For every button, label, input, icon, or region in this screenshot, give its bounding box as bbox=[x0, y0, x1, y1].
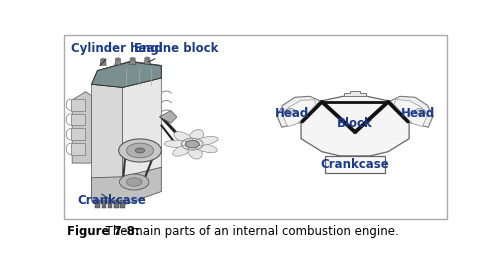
Text: Block: Block bbox=[337, 117, 373, 130]
Polygon shape bbox=[189, 129, 204, 143]
Bar bbox=[108, 200, 112, 208]
Polygon shape bbox=[100, 60, 106, 65]
Polygon shape bbox=[174, 131, 193, 144]
Circle shape bbox=[130, 57, 136, 60]
Text: Engine block: Engine block bbox=[134, 42, 218, 62]
FancyBboxPatch shape bbox=[64, 35, 448, 219]
Polygon shape bbox=[92, 62, 162, 87]
Circle shape bbox=[120, 174, 149, 190]
Circle shape bbox=[136, 148, 144, 153]
Circle shape bbox=[126, 178, 142, 186]
Polygon shape bbox=[172, 144, 193, 156]
Polygon shape bbox=[394, 100, 427, 127]
Polygon shape bbox=[301, 96, 409, 156]
Text: Crankcase: Crankcase bbox=[77, 194, 146, 207]
Polygon shape bbox=[92, 167, 162, 204]
Circle shape bbox=[100, 58, 106, 61]
Bar bbox=[114, 200, 118, 208]
Polygon shape bbox=[92, 84, 122, 179]
Text: The main parts of an internal combustion engine.: The main parts of an internal combustion… bbox=[98, 225, 399, 238]
Polygon shape bbox=[71, 143, 85, 155]
Circle shape bbox=[115, 58, 120, 61]
Polygon shape bbox=[72, 92, 92, 163]
Bar bbox=[120, 200, 125, 208]
Polygon shape bbox=[188, 145, 202, 159]
Polygon shape bbox=[122, 78, 162, 178]
Circle shape bbox=[417, 110, 423, 113]
Bar bbox=[96, 200, 100, 208]
Polygon shape bbox=[344, 91, 366, 96]
Polygon shape bbox=[92, 61, 162, 87]
Text: Head: Head bbox=[275, 107, 309, 120]
Polygon shape bbox=[115, 60, 121, 65]
Text: Head: Head bbox=[401, 107, 436, 120]
Polygon shape bbox=[160, 111, 177, 123]
Polygon shape bbox=[71, 114, 85, 125]
Polygon shape bbox=[71, 99, 85, 111]
Text: Crankcase: Crankcase bbox=[320, 158, 390, 171]
FancyBboxPatch shape bbox=[325, 156, 385, 173]
Polygon shape bbox=[283, 100, 316, 127]
Polygon shape bbox=[144, 59, 150, 64]
Circle shape bbox=[186, 140, 200, 148]
Circle shape bbox=[118, 139, 162, 162]
Text: Cylinder head: Cylinder head bbox=[71, 42, 163, 66]
Polygon shape bbox=[194, 143, 218, 153]
Polygon shape bbox=[390, 96, 433, 127]
Circle shape bbox=[287, 110, 293, 113]
Circle shape bbox=[126, 143, 154, 158]
Polygon shape bbox=[130, 59, 136, 64]
Polygon shape bbox=[194, 136, 218, 145]
Circle shape bbox=[144, 57, 150, 60]
Bar bbox=[102, 200, 106, 208]
Polygon shape bbox=[164, 140, 190, 148]
Polygon shape bbox=[277, 96, 320, 127]
Text: Figure 7-8:: Figure 7-8: bbox=[67, 225, 140, 238]
Polygon shape bbox=[71, 128, 85, 140]
